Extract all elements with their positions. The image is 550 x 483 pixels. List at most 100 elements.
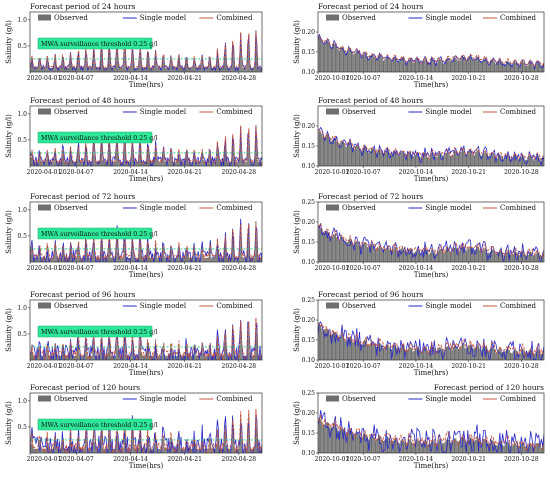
- observed-bar: [201, 150, 203, 166]
- observed-bar: [334, 44, 336, 72]
- observed-bar: [469, 150, 472, 166]
- observed-bar: [485, 59, 488, 72]
- y-tick-label: 0.10: [302, 163, 316, 170]
- observed-bar: [492, 346, 494, 360]
- observed-bar: [108, 232, 110, 262]
- observed-bar: [139, 428, 141, 453]
- observed-bar: [232, 135, 234, 166]
- observed-bar: [432, 439, 434, 453]
- observed-bar: [349, 142, 351, 166]
- observed-bar: [515, 442, 517, 453]
- observed-bar: [177, 253, 179, 262]
- observed-bar: [202, 159, 204, 166]
- legend-observed-swatch: [38, 395, 51, 402]
- observed-bar: [432, 152, 434, 166]
- observed-bar: [503, 353, 505, 360]
- x-tick-label: 2020-10-01: [315, 75, 350, 82]
- observed-bar: [471, 438, 473, 453]
- observed-bar: [247, 331, 249, 360]
- observed-bar: [326, 328, 328, 360]
- observed-bar: [380, 246, 382, 262]
- observed-bar: [389, 59, 391, 72]
- observed-bar: [318, 36, 320, 72]
- observed-bar: [62, 345, 64, 360]
- observed-bar: [256, 45, 258, 72]
- observed-bar: [433, 60, 435, 72]
- observed-bar: [41, 448, 43, 453]
- observed-bar: [505, 252, 508, 262]
- observed-bar: [148, 54, 149, 72]
- observed-bar: [530, 61, 532, 72]
- x-tick-label: 2020-10-01: [315, 363, 350, 370]
- observed-bar: [31, 246, 33, 262]
- observed-bar: [116, 231, 118, 262]
- observed-bar: [253, 257, 255, 262]
- observed-bar: [324, 330, 326, 360]
- observed-bar: [60, 67, 62, 72]
- observed-bar: [232, 422, 234, 453]
- observed-bar: [199, 161, 201, 166]
- observed-bar: [465, 250, 468, 262]
- observed-bar: [145, 67, 146, 72]
- observed-bar: [318, 131, 320, 166]
- observed-bar: [480, 252, 482, 262]
- observed-bar: [356, 241, 358, 262]
- observed-bar: [484, 247, 486, 262]
- observed-bar: [493, 155, 496, 166]
- plot-area: [318, 126, 544, 166]
- observed-bar: [151, 257, 153, 262]
- observed-bar: [37, 448, 39, 453]
- observed-bar: [341, 141, 343, 166]
- observed-bar: [201, 344, 203, 360]
- observed-bar: [495, 63, 497, 72]
- observed-bar: [358, 434, 361, 453]
- observed-bar: [496, 351, 498, 360]
- x-tick-label: 2020-10-14: [399, 169, 434, 176]
- observed-bar: [72, 161, 74, 166]
- observed-bar: [257, 161, 259, 166]
- observed-bar: [459, 250, 461, 262]
- observed-bar: [38, 153, 40, 166]
- observed-bar: [156, 252, 158, 262]
- observed-bar: [239, 247, 241, 262]
- observed-bar: [505, 61, 508, 72]
- observed-bar: [163, 244, 165, 262]
- observed-bar: [49, 161, 51, 166]
- observed-bar: [322, 43, 324, 72]
- observed-bar: [136, 161, 138, 166]
- observed-bar: [30, 253, 32, 262]
- observed-bar: [129, 67, 131, 72]
- plot-area: [30, 317, 262, 360]
- x-tick-label: 2020-10-28: [504, 169, 539, 176]
- observed-bar: [51, 67, 53, 72]
- observed-bar: [348, 337, 350, 360]
- observed-bar: [381, 439, 383, 453]
- observed-bar: [471, 57, 473, 72]
- observed-bar: [406, 61, 409, 72]
- observed-bar: [444, 251, 446, 262]
- observed-bar: [157, 67, 159, 72]
- observed-bar: [30, 63, 32, 72]
- x-tick-label: 2020-04-01: [27, 456, 62, 463]
- observed-bar: [456, 153, 458, 166]
- observed-bar: [483, 58, 485, 72]
- observed-bar: [437, 441, 439, 453]
- observed-bar: [366, 151, 369, 166]
- observed-bar: [215, 157, 217, 166]
- observed-bar: [528, 62, 530, 72]
- observed-bar: [166, 448, 168, 453]
- observed-bar: [49, 355, 51, 360]
- observed-bar: [334, 424, 336, 453]
- y-axis-label: Salinity (g/l): [293, 20, 301, 64]
- observed-bar: [174, 161, 176, 166]
- observed-bar: [352, 147, 354, 166]
- observed-bar: [519, 353, 521, 360]
- observed-bar: [241, 150, 243, 166]
- observed-bar: [535, 253, 537, 262]
- observed-bar: [539, 255, 541, 262]
- observed-bar: [340, 142, 342, 166]
- observed-bar: [217, 440, 219, 453]
- observed-bar: [411, 441, 413, 453]
- observed-bar: [173, 355, 175, 360]
- observed-bar: [38, 347, 40, 360]
